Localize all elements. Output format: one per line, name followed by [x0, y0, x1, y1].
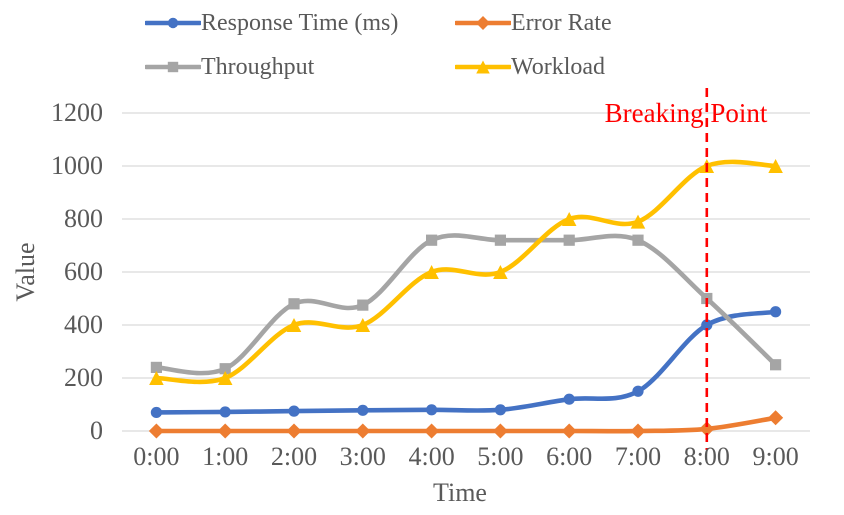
x-tick-label: 7:00 [614, 442, 662, 471]
marker-triangle [768, 159, 783, 173]
marker-diamond [355, 423, 371, 439]
marker-circle [167, 17, 179, 29]
legend-item-workload: Workload [455, 52, 612, 82]
marker-triangle [149, 371, 164, 385]
marker-diamond [699, 421, 715, 437]
marker-diamond [475, 15, 491, 31]
legend-item-response-time-ms: Response Time (ms) [145, 8, 455, 38]
marker-triangle [476, 60, 490, 74]
marker-triangle [630, 214, 646, 229]
y-tick-label: 1000 [51, 151, 103, 180]
x-tick-label: 6:00 [546, 442, 593, 471]
marker-square [770, 359, 782, 371]
y-tick-label: 800 [64, 204, 103, 233]
marker-circle [357, 404, 369, 416]
x-tick-label: 8:00 [683, 442, 730, 471]
legend-label: Workload [511, 54, 606, 80]
marker-circle [701, 319, 713, 331]
marker-circle [150, 406, 162, 419]
legend-label: Response Time (ms) [201, 10, 399, 36]
marker-diamond [768, 410, 784, 426]
legend-swatch-triangle-icon [455, 60, 511, 74]
legend-label: Error Rate [511, 10, 612, 36]
marker-square [288, 298, 300, 310]
y-tick-label: 600 [64, 257, 103, 286]
marker-square [167, 61, 179, 73]
y-tick-label: 1200 [51, 98, 103, 127]
marker-square [494, 234, 506, 246]
legend-swatch-circle-icon [145, 17, 201, 29]
x-tick-label: 0:00 [133, 442, 180, 471]
marker-circle [288, 405, 300, 417]
legend-swatch-square-icon [145, 61, 201, 73]
marker-triangle [424, 265, 439, 279]
marker-square [357, 299, 369, 311]
x-tick-label: 9:00 [752, 442, 799, 471]
legend-swatch-diamond-icon [455, 15, 511, 31]
marker-square [150, 361, 162, 373]
marker-circle [632, 385, 644, 397]
marker-circle [563, 393, 575, 405]
y-tick-label: 400 [64, 310, 103, 339]
x-tick-label: 1:00 [202, 442, 249, 471]
marker-diamond [217, 423, 233, 439]
legend-label: Throughput [201, 54, 315, 80]
x-axis-title: Time [433, 478, 487, 507]
series-line [154, 309, 778, 415]
marker-circle [426, 404, 438, 416]
marker-circle [770, 306, 782, 318]
series-line [154, 233, 778, 376]
x-tick-label: 2:00 [270, 442, 318, 471]
legend-item-error-rate: Error Rate [455, 8, 612, 38]
marker-triangle [286, 318, 302, 332]
marker-triangle [355, 318, 371, 332]
x-tick-label: 5:00 [477, 442, 524, 471]
marker-diamond [630, 423, 646, 439]
marker-triangle [493, 265, 508, 279]
marker-square [426, 234, 438, 246]
marker-diamond [492, 423, 508, 439]
legend-item-throughput: Throughput [145, 52, 455, 82]
marker-square [563, 234, 575, 246]
marker-square [632, 234, 644, 246]
x-tick-label: 3:00 [339, 442, 386, 471]
marker-triangle [561, 212, 577, 226]
marker-diamond [561, 423, 577, 439]
marker-circle [494, 404, 506, 416]
series-line [154, 159, 778, 385]
marker-diamond [424, 423, 440, 439]
y-axis-title: Value [11, 242, 40, 302]
chart-legend: Response Time (ms) Error Rate Throughput Wo… [145, 8, 612, 82]
y-tick-label: 0 [90, 416, 103, 445]
annotation-breaking-point: Breaking Point [604, 98, 768, 128]
x-tick-label: 4:00 [408, 442, 455, 471]
marker-triangle [217, 371, 233, 385]
marker-square [219, 363, 231, 375]
marker-diamond [286, 423, 302, 439]
marker-circle [219, 406, 231, 418]
marker-diamond [148, 423, 164, 439]
series-line [154, 415, 778, 434]
y-tick-label: 200 [64, 363, 103, 392]
